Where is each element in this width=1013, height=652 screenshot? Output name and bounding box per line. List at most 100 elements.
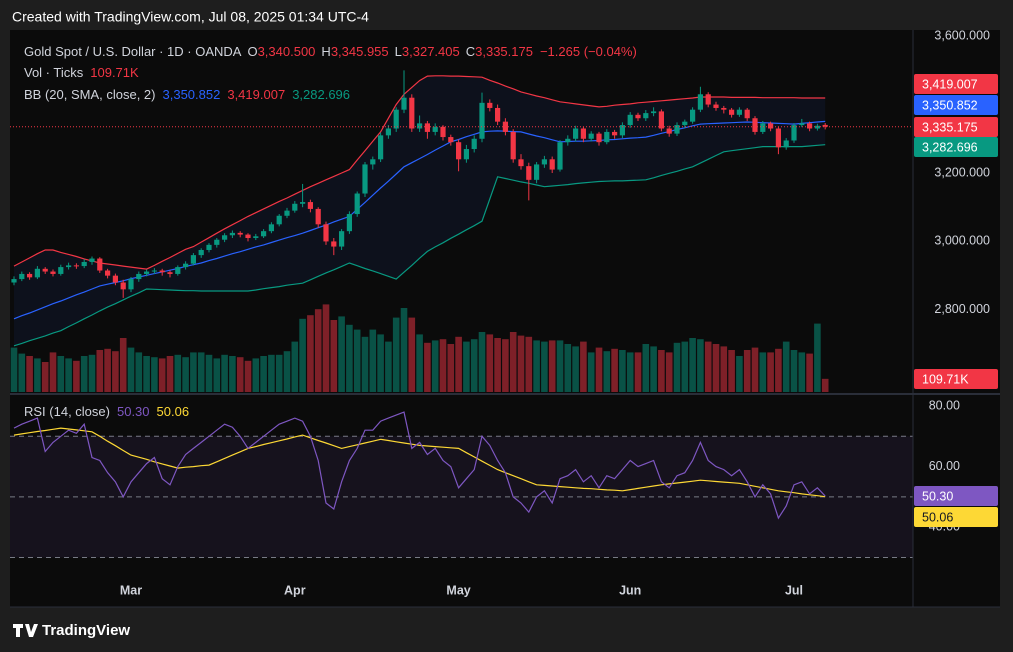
candle-body [736,109,742,115]
caption: Created with TradingView.com, Jul 08, 20… [12,9,369,25]
volume-bar [34,358,41,392]
candle-body [682,121,688,126]
volume-bar [509,332,517,392]
volume-bar [244,360,252,392]
volume-bar [197,352,205,392]
candle-body [370,159,376,165]
candle-body [658,111,664,129]
candle-body [97,258,103,271]
y-tick-label: 2,800.000 [934,302,990,316]
volume-bar [697,339,704,392]
volume-bar [299,318,306,392]
ohlc-letter: O [247,44,257,59]
volume-bar [681,341,689,392]
volume-bar [377,334,384,392]
candle-body [409,97,415,129]
rsi-ma-value: 50.06 [157,404,190,419]
volume-bar [431,340,439,392]
candle-body [268,224,274,232]
volume-bar [353,329,361,392]
volume-bar [439,339,447,392]
volume-bar [775,348,782,392]
candle-body [144,271,150,274]
candle-body [526,166,532,180]
volume-bar [143,356,150,392]
legend-rsi: RSI (14, close) 50.30 50.06 [24,404,189,419]
bb-basis-line [13,120,826,320]
candle-body [799,123,805,126]
candle-body [424,123,430,132]
volume-bar [275,354,283,392]
volume-bar [80,356,88,392]
logo-mark [13,624,38,637]
volume-bar [478,332,486,392]
candle-body [346,214,352,232]
legend-bb: BB (20, SMA, close, 2) 3,350.852 3,419.007… [24,87,350,102]
candle-body [300,202,306,204]
rsi-tick-label: 60.00 [929,459,960,473]
volume-bar [611,348,618,392]
candle-body [619,125,625,136]
candle-body [635,114,641,119]
candle-body [136,273,142,280]
volume-bar [385,341,392,392]
plot: 3,600.0003,200.0003,000.0002,800.0002,60… [10,28,1000,608]
rsi-value: 50.30 [117,404,150,419]
volume-bar [166,356,174,392]
candle-body [323,224,329,242]
candle-body [518,159,524,167]
bb-upper-tag-bg [914,74,998,94]
volume-bar [268,354,275,392]
bb-upper-value: 3,419.007 [227,87,285,102]
candle-body [378,135,384,160]
y-tick-label: 3,000.000 [934,234,990,248]
bb-basis-tag-bg [914,95,998,115]
volume-bar [361,336,369,392]
volume-bar [338,316,345,392]
legend-main: Gold Spot / U.S. Dollar · 1D · OANDA O3,3… [24,44,637,59]
volume-value: 109.71K [90,65,139,80]
ohlc-letter: C [466,44,475,59]
candle-body [651,111,657,114]
candle-body [183,263,189,268]
volume-bar [330,320,338,392]
volume-tag: 109.71K [922,372,969,386]
candle-body [822,124,828,127]
candle-body [276,215,282,225]
candle-body [11,279,17,283]
volume-bar [41,362,49,392]
candle-body [198,249,204,256]
ohlc-value: 3,340.500 [258,44,316,59]
candle-body [487,102,493,108]
candle-body [167,272,173,274]
volume-bar [790,350,798,392]
candle-body [159,270,165,273]
ohlc-value: 3,335.175 [475,44,533,59]
volume-bar [182,357,189,392]
candle-body [666,128,672,134]
volume-bar [283,351,291,392]
candle-body [510,131,516,160]
y-tick-label: 3,600.000 [934,28,990,42]
candle-body [112,275,118,283]
rsi-tick-label: 80.00 [929,398,960,412]
volume-bar [782,341,790,392]
candle-body [627,114,633,126]
volume-bar [619,350,626,392]
volume-bar [626,352,634,392]
bb-lower-tag: 3,282.696 [922,140,978,154]
candle-body [206,244,212,250]
candle-body [331,241,337,247]
volume-bar [392,317,400,392]
volume-bar [174,354,182,392]
volume-bar [689,338,696,392]
volume-bar [502,339,509,392]
rsi-ma-tag-bg [914,507,998,527]
candle-body [471,138,477,150]
volume-bar [486,334,494,392]
volume-bar [712,344,720,392]
rsi-title: RSI (14, close) [24,404,110,419]
candle-body [791,125,797,141]
candle-body [432,126,438,132]
volume-bar [119,338,127,392]
